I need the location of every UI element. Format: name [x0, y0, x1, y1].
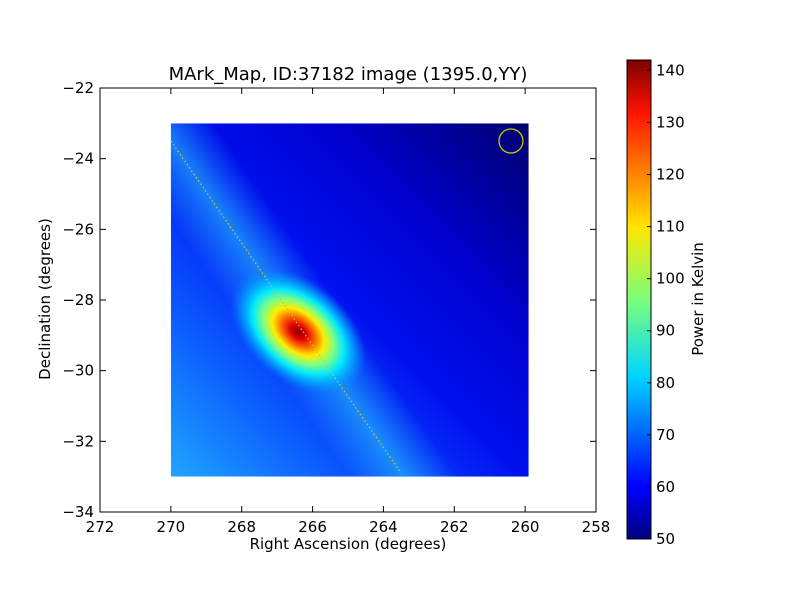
y-tick-label: −26 — [62, 220, 94, 238]
colorbar-tick-label: 80 — [656, 374, 675, 392]
colorbar-tick-label: 70 — [656, 426, 675, 444]
x-axis-ticks: 272 270 268 266 264 262 260 258 — [86, 88, 611, 536]
x-tick-label: 258 — [582, 518, 611, 536]
colorbar: 50 60 70 80 90 100 110 120 130 140 Power in Kelvi… — [626, 59, 707, 548]
x-tick-label: 264 — [369, 518, 398, 536]
y-tick-label: −32 — [62, 432, 94, 450]
x-tick-label: 272 — [86, 518, 115, 536]
heatmap-hotspot — [230, 268, 367, 395]
heatmap-image — [170, 123, 529, 477]
colorbar-tick-label: 130 — [656, 113, 685, 131]
colorbar-label: Power in Kelvin — [689, 242, 707, 356]
colorbar-tick-label: 140 — [656, 61, 685, 79]
galactic-plane-line — [170, 140, 402, 474]
colorbar-tick-label: 90 — [656, 322, 675, 340]
y-tick-label: −34 — [62, 503, 94, 521]
x-axis-label: Right Ascension (degrees) — [250, 535, 447, 553]
x-tick-label: 266 — [298, 518, 327, 536]
y-tick-label: −28 — [62, 291, 94, 309]
y-axis-ticks: −34 −32 −30 −28 −26 −24 −22 — [62, 79, 596, 521]
colorbar-gradient — [626, 59, 652, 540]
colorbar-tick-label: 60 — [656, 478, 675, 496]
y-axis-label: Declination (degrees) — [36, 218, 54, 380]
y-tick-label: −22 — [62, 79, 94, 97]
x-tick-label: 260 — [511, 518, 540, 536]
chart-title: MArk_Map, ID:37182 image (1395.0,YY) — [169, 64, 528, 85]
y-tick-label: −30 — [62, 362, 94, 380]
colorbar-tick-label: 120 — [656, 166, 685, 184]
colorbar-tick-label: 100 — [656, 270, 685, 288]
colorbar-tick-label: 110 — [656, 218, 685, 236]
y-tick-label: −24 — [62, 150, 94, 168]
beam-circle — [498, 128, 524, 154]
x-tick-label: 270 — [157, 518, 186, 536]
x-tick-label: 262 — [440, 518, 469, 536]
colorbar-tick-label: 50 — [656, 530, 675, 548]
colorbar-ticks: 50 60 70 80 90 100 110 120 130 140 — [647, 61, 685, 548]
x-tick-label: 268 — [227, 518, 256, 536]
